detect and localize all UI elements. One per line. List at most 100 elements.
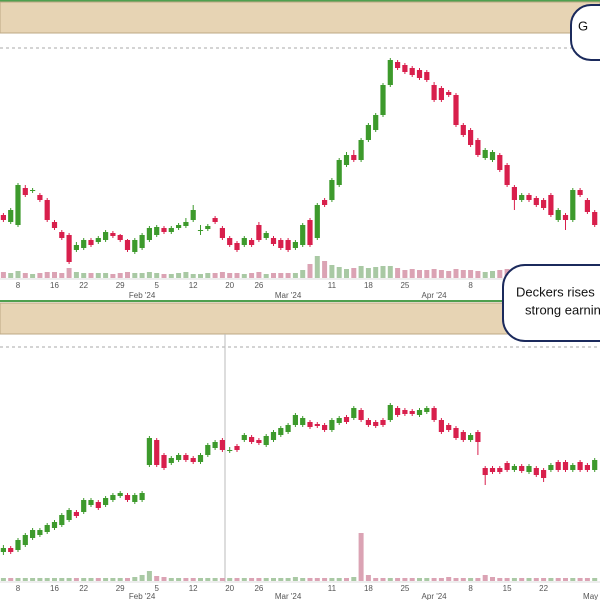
- x-tick-label: 20: [225, 584, 234, 593]
- volume-bar: [234, 578, 240, 581]
- candle-body: [562, 462, 569, 470]
- candle-body: [270, 432, 277, 440]
- volume-bar: [336, 267, 342, 278]
- candle-body: [373, 422, 379, 426]
- volume-bar: [73, 578, 79, 581]
- volume-bar: [460, 270, 466, 278]
- candle-body: [190, 458, 196, 462]
- volume-bar: [205, 273, 211, 278]
- volume-bar: [37, 578, 43, 581]
- x-tick-label: 12: [189, 281, 198, 290]
- candle-body: [431, 408, 437, 420]
- x-tick-label: 29: [116, 584, 125, 593]
- candle-body: [51, 522, 58, 528]
- candle-body: [22, 188, 28, 195]
- x-month-label: Mar '24: [275, 291, 302, 300]
- volume-bar: [511, 578, 517, 581]
- volume-bar: [190, 578, 196, 581]
- volume-bar: [81, 273, 87, 278]
- volume-bar: [380, 578, 386, 581]
- candle-body: [212, 442, 218, 448]
- candle-body: [416, 70, 423, 78]
- volume-bar: [212, 578, 218, 581]
- x-month-label: Apr '24: [422, 592, 448, 600]
- volume-bar: [563, 578, 568, 581]
- candle-body: [44, 200, 50, 220]
- candle-body: [336, 160, 342, 185]
- volume-bar: [66, 578, 72, 581]
- candle-body: [548, 195, 554, 215]
- callout-text: Deckers rises: [516, 284, 595, 299]
- volume-bar: [103, 578, 109, 581]
- candle-body: [292, 415, 298, 425]
- candle-body: [183, 222, 189, 226]
- volume-bar: [278, 273, 284, 278]
- volume-bar: [15, 578, 21, 581]
- volume-bar: [256, 578, 262, 581]
- volume-bar: [8, 578, 14, 581]
- volume-bar: [453, 269, 459, 278]
- candle-body: [409, 68, 415, 75]
- volume-bar: [154, 576, 160, 581]
- candle-body: [59, 515, 65, 525]
- candle-body: [285, 240, 291, 250]
- volume-bar: [241, 578, 247, 581]
- candle-body: [314, 424, 320, 426]
- volume-bar: [292, 577, 298, 581]
- candle-body: [365, 420, 371, 425]
- volume-bar: [176, 578, 182, 581]
- volume-bar: [314, 578, 320, 581]
- candle-body: [256, 225, 262, 240]
- candle-body: [526, 195, 532, 200]
- volume-bar: [482, 575, 488, 581]
- candle-body: [460, 125, 466, 135]
- volume-bar: [292, 273, 298, 278]
- candle-body: [66, 510, 72, 520]
- candle-body: [37, 195, 43, 200]
- candle-body: [577, 462, 583, 470]
- candle-body: [475, 140, 481, 155]
- volume-bar: [387, 578, 393, 581]
- candle-body: [59, 232, 65, 238]
- candle-body: [519, 195, 525, 200]
- candle-body: [30, 190, 36, 191]
- candle-body: [468, 130, 474, 145]
- candle-body: [446, 425, 452, 430]
- candle-body: [541, 470, 547, 478]
- volume-bar: [314, 256, 320, 278]
- candle-body: [424, 408, 430, 412]
- volume-bar: [198, 578, 203, 581]
- candle-body: [161, 455, 167, 468]
- candle-body: [395, 62, 401, 68]
- volume-bar: [351, 268, 357, 278]
- volume-bar: [219, 578, 225, 581]
- candle-body: [154, 227, 160, 235]
- volume-bar: [468, 270, 474, 278]
- volume-bar: [300, 270, 306, 278]
- candle-body: [227, 238, 233, 245]
- candle-body: [373, 115, 379, 130]
- candle-body: [212, 218, 218, 222]
- volume-bar: [88, 578, 94, 581]
- volume-bar: [490, 577, 495, 581]
- candle-body: [322, 425, 328, 430]
- candle-body: [270, 238, 277, 244]
- x-tick-label: 8: [468, 281, 473, 290]
- volume-bar: [336, 578, 342, 581]
- candle-body: [497, 468, 503, 472]
- volume-bar: [125, 272, 130, 278]
- volume-bar: [373, 267, 379, 278]
- candle-body: [95, 238, 101, 242]
- candle-body: [168, 228, 174, 232]
- candle-body: [146, 438, 152, 465]
- volume-bar: [0, 272, 6, 278]
- volume-bar: [278, 578, 284, 581]
- x-tick-label: 18: [364, 584, 373, 593]
- candle-body: [592, 212, 598, 225]
- volume-bar: [103, 273, 109, 278]
- volume-bar: [577, 578, 583, 581]
- candle-body: [88, 500, 94, 505]
- volume-bar: [387, 266, 393, 278]
- candle-body: [88, 240, 94, 245]
